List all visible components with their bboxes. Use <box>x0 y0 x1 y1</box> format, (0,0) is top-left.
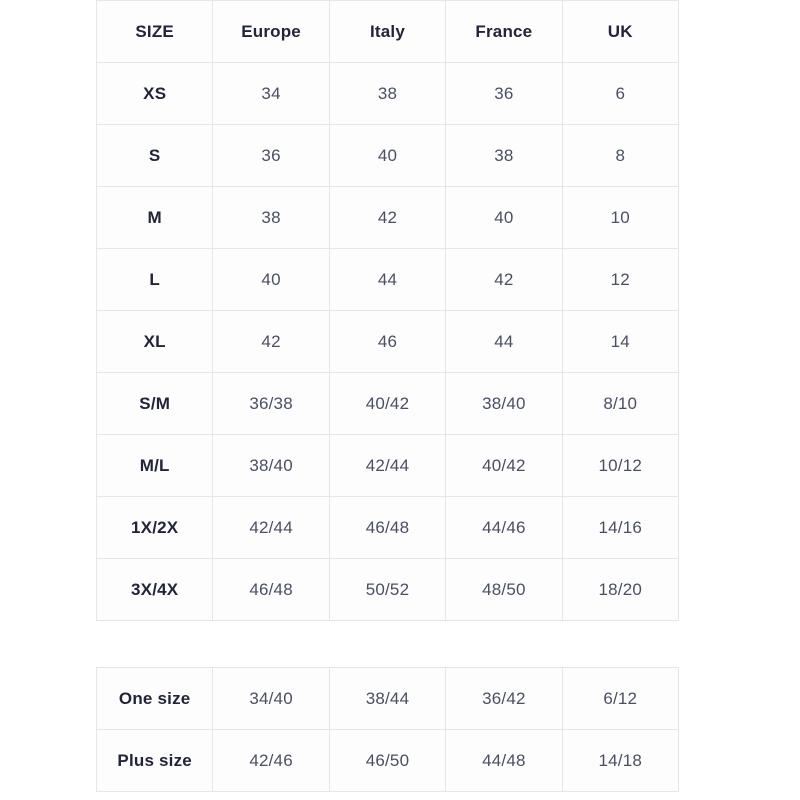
column-header-france: France <box>445 0 563 63</box>
table-header-row: SIZE Europe Italy France UK <box>95 0 680 63</box>
size-label-cell: One size <box>95 667 214 730</box>
europe-value-cell: 42 <box>212 310 330 373</box>
size-conversion-table: SIZE Europe Italy France UK XS 34 38 36 … <box>95 0 680 621</box>
column-header-europe: Europe <box>212 0 330 63</box>
column-header-size: SIZE <box>95 0 214 63</box>
uk-value-cell: 8 <box>561 124 680 187</box>
europe-value-cell: 38 <box>212 186 330 249</box>
table-row: 1X/2X 42/44 46/48 44/46 14/16 <box>95 496 680 559</box>
one-size-table: One size 34/40 38/44 36/42 6/12 Plus siz… <box>95 667 680 792</box>
uk-value-cell: 14 <box>561 310 680 373</box>
table-row: S/M 36/38 40/42 38/40 8/10 <box>95 372 680 435</box>
size-label-cell: Plus size <box>95 729 214 792</box>
france-value-cell: 44/46 <box>445 496 563 559</box>
column-header-italy: Italy <box>328 0 447 63</box>
italy-value-cell: 38 <box>328 62 447 125</box>
france-value-cell: 38/40 <box>445 372 563 435</box>
italy-value-cell: 40 <box>328 124 447 187</box>
uk-value-cell: 6 <box>561 62 680 125</box>
size-label-cell: XL <box>95 310 214 373</box>
table-row: XL 42 46 44 14 <box>95 310 680 373</box>
size-label-cell: S <box>95 124 214 187</box>
size-label-cell: L <box>95 248 214 311</box>
table-row: L 40 44 42 12 <box>95 248 680 311</box>
europe-value-cell: 36/38 <box>212 372 330 435</box>
uk-value-cell: 14/16 <box>561 496 680 559</box>
italy-value-cell: 42/44 <box>328 434 447 497</box>
size-label-cell: M/L <box>95 434 214 497</box>
one-size-table-container: One size 34/40 38/44 36/42 6/12 Plus siz… <box>95 667 680 792</box>
italy-value-cell: 46/48 <box>328 496 447 559</box>
table-header: SIZE Europe Italy France UK <box>95 0 680 63</box>
italy-value-cell: 40/42 <box>328 372 447 435</box>
table-row: Plus size 42/46 46/50 44/48 14/18 <box>95 729 680 792</box>
table-row: One size 34/40 38/44 36/42 6/12 <box>95 667 680 730</box>
france-value-cell: 36 <box>445 62 563 125</box>
france-value-cell: 44 <box>445 310 563 373</box>
uk-value-cell: 18/20 <box>561 558 680 621</box>
size-label-cell: 1X/2X <box>95 496 214 559</box>
france-value-cell: 40 <box>445 186 563 249</box>
size-conversion-table-container: SIZE Europe Italy France UK XS 34 38 36 … <box>95 0 680 621</box>
uk-value-cell: 14/18 <box>561 729 680 792</box>
italy-value-cell: 42 <box>328 186 447 249</box>
italy-value-cell: 38/44 <box>328 667 447 730</box>
uk-value-cell: 10 <box>561 186 680 249</box>
table-row: S 36 40 38 8 <box>95 124 680 187</box>
column-header-uk: UK <box>561 0 680 63</box>
table-body: XS 34 38 36 6 S 36 40 38 8 M 38 42 <box>95 62 680 621</box>
europe-value-cell: 40 <box>212 248 330 311</box>
france-value-cell: 42 <box>445 248 563 311</box>
table-row: XS 34 38 36 6 <box>95 62 680 125</box>
europe-value-cell: 38/40 <box>212 434 330 497</box>
size-label-cell: S/M <box>95 372 214 435</box>
italy-value-cell: 44 <box>328 248 447 311</box>
europe-value-cell: 42/44 <box>212 496 330 559</box>
france-value-cell: 36/42 <box>445 667 563 730</box>
france-value-cell: 40/42 <box>445 434 563 497</box>
table-row: M 38 42 40 10 <box>95 186 680 249</box>
size-label-cell: M <box>95 186 214 249</box>
europe-value-cell: 42/46 <box>212 729 330 792</box>
france-value-cell: 44/48 <box>445 729 563 792</box>
france-value-cell: 38 <box>445 124 563 187</box>
table-row: 3X/4X 46/48 50/52 48/50 18/20 <box>95 558 680 621</box>
uk-value-cell: 10/12 <box>561 434 680 497</box>
size-label-cell: XS <box>95 62 214 125</box>
europe-value-cell: 34/40 <box>212 667 330 730</box>
uk-value-cell: 12 <box>561 248 680 311</box>
size-label-cell: 3X/4X <box>95 558 214 621</box>
table-body: One size 34/40 38/44 36/42 6/12 Plus siz… <box>95 667 680 792</box>
italy-value-cell: 46/50 <box>328 729 447 792</box>
europe-value-cell: 46/48 <box>212 558 330 621</box>
uk-value-cell: 8/10 <box>561 372 680 435</box>
table-row: M/L 38/40 42/44 40/42 10/12 <box>95 434 680 497</box>
france-value-cell: 48/50 <box>445 558 563 621</box>
europe-value-cell: 34 <box>212 62 330 125</box>
europe-value-cell: 36 <box>212 124 330 187</box>
italy-value-cell: 46 <box>328 310 447 373</box>
uk-value-cell: 6/12 <box>561 667 680 730</box>
italy-value-cell: 50/52 <box>328 558 447 621</box>
